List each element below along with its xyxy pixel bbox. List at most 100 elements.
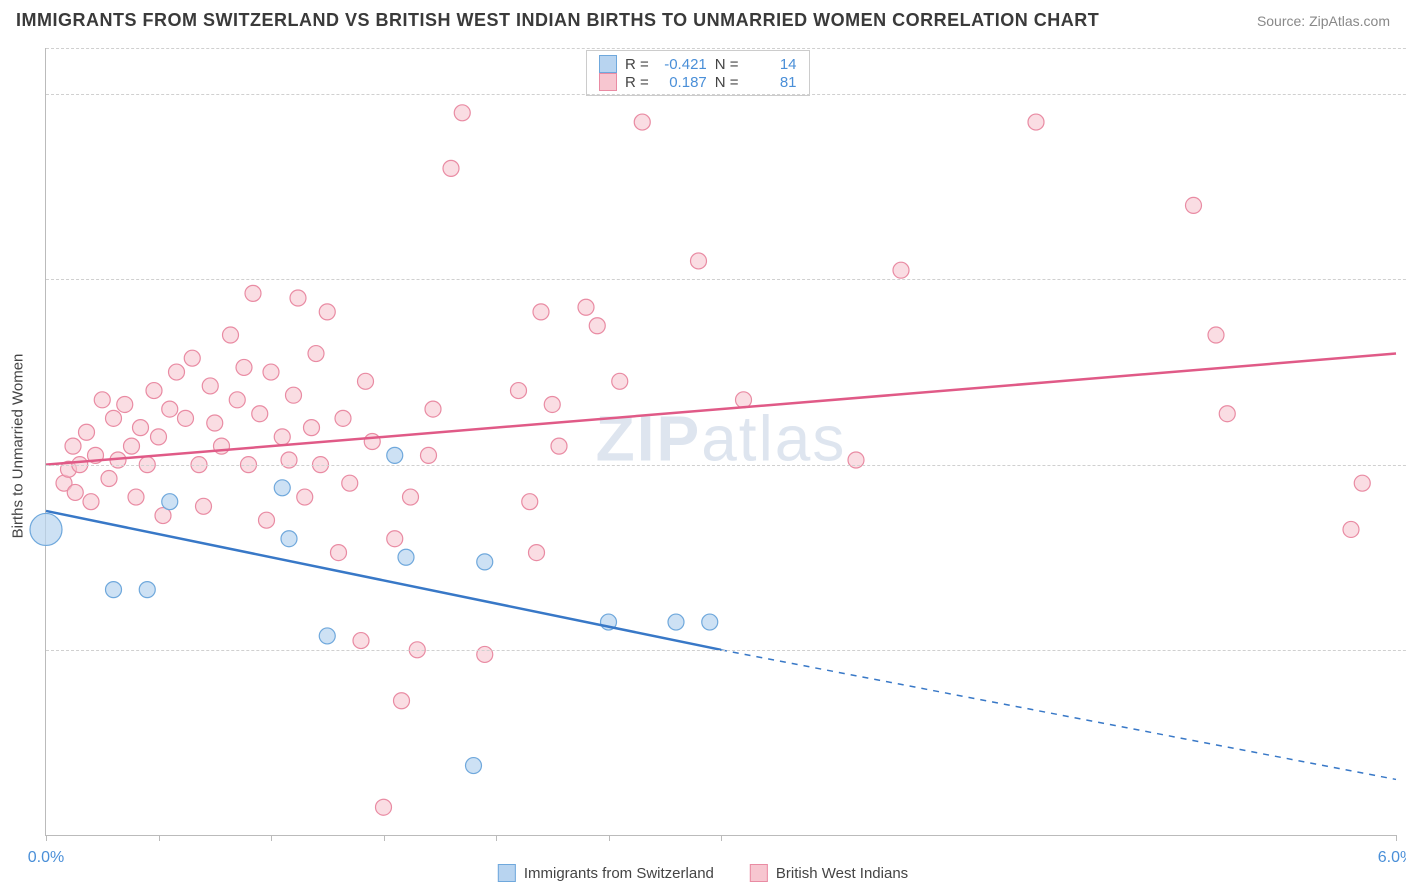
scatter-point (207, 415, 223, 431)
x-tick (159, 835, 160, 841)
r-label: R = (625, 56, 649, 73)
trend-line-extrapolated (721, 650, 1396, 780)
source-attribution: Source: ZipAtlas.com (1257, 13, 1390, 29)
correlation-legend: R = -0.421 N = 14 R = 0.187 N = 81 (586, 50, 810, 96)
scatter-point (533, 304, 549, 320)
scatter-point (65, 438, 81, 454)
legend-label: Immigrants from Switzerland (524, 865, 714, 882)
y-axis-label: Births to Unmarried Women (10, 354, 27, 539)
scatter-point (702, 614, 718, 630)
scatter-point (56, 475, 72, 491)
scatter-point (162, 494, 178, 510)
x-tick-label: 6.0% (1378, 849, 1406, 867)
trend-line (46, 354, 1396, 465)
scatter-point (178, 410, 194, 426)
scatter-point (297, 489, 313, 505)
scatter-point (202, 378, 218, 394)
scatter-point (106, 582, 122, 598)
scatter-point (236, 359, 252, 375)
scatter-point (263, 364, 279, 380)
n-value-2: 81 (747, 74, 797, 91)
scatter-point (1028, 114, 1044, 130)
bottom-legend: Immigrants from Switzerland British West … (498, 864, 908, 882)
x-tick (384, 835, 385, 841)
r-value-1: -0.421 (657, 56, 707, 73)
scatter-point (124, 438, 140, 454)
watermark-atlas: atlas (701, 402, 846, 474)
chart-title: IMMIGRANTS FROM SWITZERLAND VS BRITISH W… (16, 10, 1099, 31)
scatter-point (1186, 197, 1202, 213)
scatter-point (376, 799, 392, 815)
x-tick (496, 835, 497, 841)
chart-svg (46, 48, 1396, 835)
scatter-point (319, 628, 335, 644)
scatter-point (83, 494, 99, 510)
scatter-point (101, 471, 117, 487)
scatter-point (425, 401, 441, 417)
x-tick (271, 835, 272, 841)
trend-line (46, 511, 721, 650)
legend-swatch (750, 864, 768, 882)
scatter-point (578, 299, 594, 315)
scatter-point (421, 447, 437, 463)
scatter-point (387, 447, 403, 463)
scatter-point (1354, 475, 1370, 491)
r-label: R = (625, 74, 649, 91)
n-label: N = (715, 74, 739, 91)
scatter-point (252, 406, 268, 422)
legend-swatch-blue (599, 55, 617, 73)
x-tick (1396, 835, 1397, 841)
scatter-point (1343, 521, 1359, 537)
legend-item: Immigrants from Switzerland (498, 864, 714, 882)
stat-row-series-1: R = -0.421 N = 14 (599, 55, 797, 73)
scatter-point (893, 262, 909, 278)
scatter-point (443, 160, 459, 176)
scatter-point (196, 498, 212, 514)
scatter-point (133, 420, 149, 436)
scatter-point (67, 484, 83, 500)
scatter-point (529, 545, 545, 561)
scatter-point (286, 387, 302, 403)
scatter-point (304, 420, 320, 436)
scatter-point (634, 114, 650, 130)
scatter-point (736, 392, 752, 408)
scatter-point (139, 582, 155, 598)
n-label: N = (715, 56, 739, 73)
source-link[interactable]: ZipAtlas.com (1309, 13, 1390, 29)
scatter-point (151, 429, 167, 445)
scatter-point (274, 480, 290, 496)
scatter-point (394, 693, 410, 709)
scatter-point (364, 434, 380, 450)
scatter-point (117, 396, 133, 412)
legend-label: British West Indians (776, 865, 908, 882)
scatter-point (601, 614, 617, 630)
gridline (46, 94, 1406, 95)
legend-item: British West Indians (750, 864, 908, 882)
scatter-point (308, 346, 324, 362)
gridline (46, 465, 1406, 466)
scatter-point (589, 318, 605, 334)
scatter-point (169, 364, 185, 380)
x-tick (721, 835, 722, 841)
scatter-point (403, 489, 419, 505)
scatter-point (358, 373, 374, 389)
scatter-point (88, 447, 104, 463)
scatter-point (229, 392, 245, 408)
x-tick (46, 835, 47, 841)
scatter-point (331, 545, 347, 561)
scatter-point (94, 392, 110, 408)
scatter-point (612, 373, 628, 389)
scatter-point (30, 513, 62, 545)
scatter-point (551, 438, 567, 454)
scatter-point (511, 383, 527, 399)
scatter-point (335, 410, 351, 426)
gridline (46, 650, 1406, 651)
gridline (46, 48, 1406, 49)
scatter-point (184, 350, 200, 366)
scatter-point (146, 383, 162, 399)
r-value-2: 0.187 (657, 74, 707, 91)
scatter-point (281, 531, 297, 547)
watermark-zip: ZIP (596, 402, 702, 474)
x-tick (609, 835, 610, 841)
scatter-point (466, 758, 482, 774)
